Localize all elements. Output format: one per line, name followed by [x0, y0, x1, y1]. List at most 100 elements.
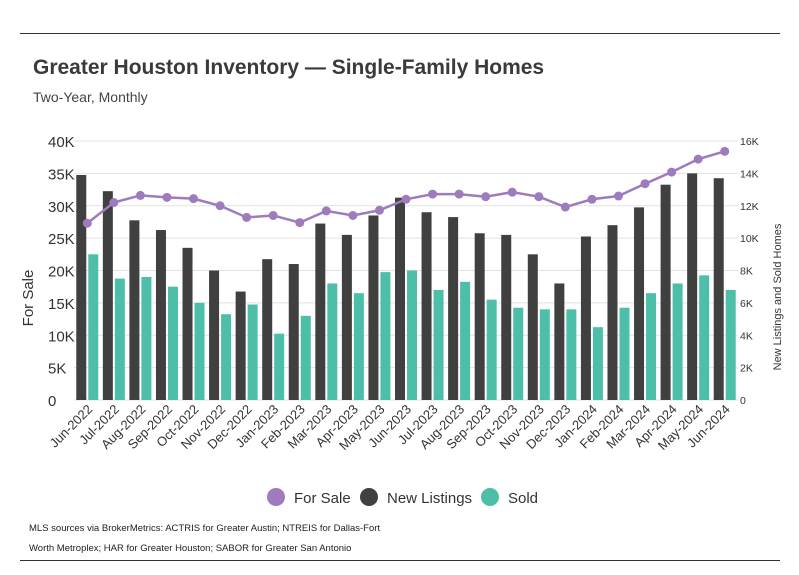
y-tick-label-left: 25K: [48, 231, 75, 248]
sold-bar: [725, 289, 736, 400]
for-sale-point: [242, 212, 252, 222]
new-listings-bar: [660, 184, 671, 400]
y-tick-label-right: 2K: [740, 363, 753, 375]
y-tick-label-left: 35K: [48, 166, 75, 183]
new-listings-bar: [102, 191, 113, 400]
sold-bar: [407, 270, 417, 400]
for-sale-point: [215, 201, 225, 211]
sold-bar: [619, 307, 630, 400]
sold-bar: [141, 276, 152, 400]
new-listings-bar: [182, 247, 193, 400]
legend-label: For Sale: [294, 490, 351, 507]
for-sale-point: [720, 146, 730, 156]
new-listings-bar: [315, 223, 326, 400]
for-sale-point: [109, 198, 119, 208]
y-tick-label-right: 8K: [740, 266, 753, 278]
y-tick-label-left: 0: [48, 393, 56, 410]
sold-bar: [539, 309, 550, 400]
new-listings-bar: [209, 270, 220, 400]
sold-bar: [247, 304, 258, 400]
y-tick-label-left: 15K: [48, 296, 75, 313]
for-sale-point: [321, 206, 331, 216]
new-listings-bar: [448, 217, 459, 400]
for-sale-point: [507, 187, 517, 197]
for-sale-point: [667, 167, 677, 177]
sold-bar: [221, 314, 232, 400]
sold-bar: [433, 289, 444, 400]
new-listings-bar: [501, 234, 512, 400]
sold-bar: [486, 299, 497, 400]
y-tick-label-right: 4K: [740, 330, 753, 342]
for-sale-point: [268, 210, 278, 220]
for-sale-point: [428, 189, 438, 199]
new-listings-bar: [395, 197, 405, 400]
for-sale-point: [640, 179, 650, 189]
y-tick-label-left: 40K: [48, 134, 75, 151]
y-tick-label-left: 5K: [48, 361, 66, 378]
source-note-line-1: MLS sources via BrokerMetrics: ACTRIS fo…: [29, 523, 381, 534]
new-listings-bar: [368, 215, 379, 400]
for-sale-point: [534, 192, 544, 202]
sold-bar: [353, 293, 364, 400]
sold-bar: [380, 272, 391, 400]
sold-bar: [274, 333, 285, 400]
sold-bar: [592, 327, 603, 400]
new-listings-bar: [474, 233, 485, 400]
legend-swatch: [267, 488, 285, 506]
sold-bar: [566, 309, 577, 400]
new-listings-bar: [155, 230, 166, 400]
for-sale-line: [86, 150, 726, 225]
sold-bar: [699, 275, 710, 400]
y-tick-label-right: 14K: [740, 168, 759, 180]
for-sale-point: [189, 194, 199, 204]
sold-bar: [167, 286, 178, 400]
y-axis-title-left: For Sale: [20, 270, 37, 327]
new-listings-bar: [580, 236, 591, 400]
new-listings-bar: [288, 264, 299, 400]
for-sale-point: [374, 205, 384, 215]
sold-bar: [513, 307, 524, 400]
new-listings-bar: [554, 283, 565, 400]
for-sale-point: [693, 154, 703, 164]
sold-bar: [646, 293, 657, 400]
new-listings-bar: [76, 174, 87, 400]
for-sale-point: [162, 192, 172, 202]
sold-bar: [300, 315, 311, 400]
legend-swatch: [360, 488, 378, 506]
legend-label: New Listings: [387, 490, 472, 507]
new-listings-bar: [527, 254, 538, 400]
for-sale-point: [295, 218, 305, 228]
y-tick-label-right: 12K: [740, 201, 759, 213]
sold-bar: [114, 278, 125, 400]
new-listings-bar: [235, 291, 246, 400]
chart-title: Greater Houston Inventory — Single-Famil…: [33, 56, 545, 79]
new-listings-bar: [129, 220, 140, 400]
new-listings-bar: [634, 207, 645, 400]
sold-bar: [327, 283, 338, 400]
new-listings-bar: [687, 173, 698, 400]
chart-subtitle: Two-Year, Monthly: [33, 89, 148, 105]
legend-swatch: [481, 488, 499, 506]
for-sale-point: [82, 218, 92, 228]
sold-bar: [672, 283, 683, 400]
y-tick-label-right: 0: [740, 395, 746, 407]
legend-label: Sold: [508, 490, 538, 507]
for-sale-point: [613, 191, 623, 201]
top-rule: [20, 33, 780, 34]
new-listings-bar: [421, 212, 432, 400]
for-sale-point: [348, 210, 358, 220]
new-listings-bar: [607, 225, 618, 400]
y-tick-label-right: 16K: [740, 136, 759, 148]
for-sale-point: [135, 190, 145, 200]
y-tick-label-left: 30K: [48, 199, 75, 216]
y-tick-label-right: 10K: [740, 233, 759, 245]
bottom-rule: [20, 560, 780, 561]
y-tick-label-right: 6K: [740, 298, 753, 310]
sold-bar: [460, 281, 471, 400]
for-sale-point: [454, 189, 464, 199]
for-sale-point: [481, 192, 491, 202]
y-axis-title-right: New Listings and Sold Homes: [772, 223, 784, 370]
y-tick-label-left: 10K: [48, 328, 75, 345]
source-note-line-2: Worth Metroplex; HAR for Greater Houston…: [29, 543, 352, 554]
